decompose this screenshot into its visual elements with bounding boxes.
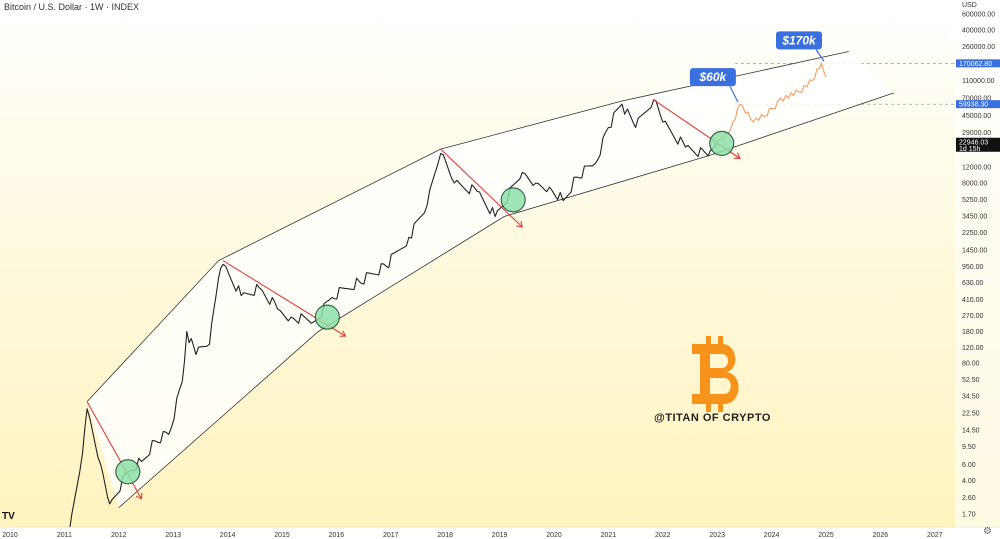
y-tick-label: 410.00 — [962, 297, 984, 304]
y-tick-label: 45000.00 — [962, 113, 991, 120]
x-tick-label: 2020 — [546, 532, 562, 539]
x-tick-label: 2021 — [601, 532, 617, 539]
price-tag — [956, 100, 1000, 109]
arrowhead — [339, 330, 347, 337]
y-tick-label: 110000.00 — [962, 78, 995, 85]
x-tick-label: 2013 — [165, 532, 181, 539]
x-tick-label: 2018 — [437, 532, 453, 539]
callout-label: $60k — [699, 70, 728, 84]
y-tick-label: 14.50 — [962, 428, 980, 435]
y-tick-label: 5250.00 — [962, 197, 987, 204]
x-tick-label: 2010 — [2, 532, 18, 539]
projection-line[interactable] — [716, 61, 827, 143]
y-tick-label: 400000.00 — [962, 27, 995, 34]
y-tick-label: USD — [962, 2, 977, 9]
y-axis-strip — [955, 0, 1000, 527]
price-tag-label: 22946.03 — [959, 139, 988, 146]
y-tick-label: 950.00 — [962, 264, 984, 271]
x-tick-label: 2019 — [492, 532, 508, 539]
x-tick-label: 2024 — [764, 532, 780, 539]
chart-title: Bitcoin / U.S. Dollar · 1W · INDEX — [4, 2, 140, 12]
price-tag-sublabel: 1d 15h — [959, 146, 981, 153]
channel-lower-line — [118, 92, 895, 508]
callout-box — [689, 68, 736, 87]
y-tick-label: 22.50 — [962, 410, 980, 417]
breakout-circle[interactable] — [500, 187, 526, 213]
y-tick-label: 4.00 — [962, 478, 976, 485]
breakout-circle[interactable] — [115, 459, 141, 485]
arrowhead — [733, 152, 741, 159]
y-tick-label: 52.50 — [962, 377, 980, 384]
arrowhead — [135, 492, 143, 500]
y-tick-label: 70000.00 — [962, 96, 991, 103]
y-tick-label: 630.00 — [962, 280, 984, 287]
price-tag-label: 59938.30 — [959, 102, 988, 109]
x-tick-label: 2011 — [57, 532, 72, 539]
y-tick-label: 29000.00 — [962, 130, 991, 137]
x-tick-label: 2016 — [329, 532, 345, 539]
x-tick-label: 2014 — [220, 532, 236, 539]
price-line[interactable] — [68, 99, 718, 535]
x-tick-label: 2027 — [927, 532, 943, 539]
y-tick-label: 8000.00 — [962, 180, 987, 187]
callout-label: $170k — [781, 33, 817, 47]
callout-pointer — [729, 85, 739, 103]
gear-icon[interactable]: ⚙ — [983, 526, 992, 537]
x-axis-strip — [0, 527, 1000, 539]
y-tick-label: 2.60 — [962, 495, 976, 502]
price-tag — [956, 137, 1000, 152]
y-tick-label: 34.50 — [962, 394, 980, 401]
x-tick-label: 2023 — [709, 532, 725, 539]
watermark-text: @TITAN OF CRYPTO — [654, 412, 771, 424]
channel-fill — [87, 51, 895, 508]
y-tick-label: 180.00 — [962, 329, 984, 336]
tradingview-logo[interactable]: TV — [2, 511, 15, 522]
y-tick-label: 1450.00 — [962, 247, 987, 254]
x-tick-label: 2012 — [111, 532, 127, 539]
x-tick-label: 2015 — [274, 532, 290, 539]
y-tick-label: 270.00 — [962, 313, 984, 320]
y-tick-label: 12000.00 — [962, 165, 991, 172]
price-tag — [956, 59, 1000, 68]
y-tick-label: 9.50 — [962, 444, 976, 451]
breakout-circle[interactable] — [709, 130, 735, 156]
x-tick-label: 2022 — [655, 532, 671, 539]
y-tick-label: 6.00 — [962, 462, 976, 469]
y-tick-label: 80.00 — [962, 361, 980, 368]
y-tick-label: 2250.00 — [962, 230, 987, 237]
x-tick-label: 2025 — [818, 532, 834, 539]
breakout-circle[interactable] — [314, 304, 340, 330]
y-tick-label: 120.00 — [962, 345, 984, 352]
y-tick-label: 260000.00 — [962, 44, 995, 51]
arrowhead — [516, 221, 524, 228]
bitcoin-logo-icon — [692, 336, 739, 412]
price-tag-label: 170062.80 — [959, 61, 992, 68]
callout-box — [776, 31, 822, 50]
downtrend-line — [440, 148, 523, 228]
y-tick-label: 3450.00 — [962, 213, 987, 220]
x-tick-label: 2026 — [873, 532, 889, 539]
callout-pointer — [815, 49, 825, 62]
y-tick-label: 600000.00 — [962, 12, 995, 19]
x-tick-label: 2017 — [383, 532, 399, 539]
y-tick-label: 1.70 — [962, 512, 976, 519]
